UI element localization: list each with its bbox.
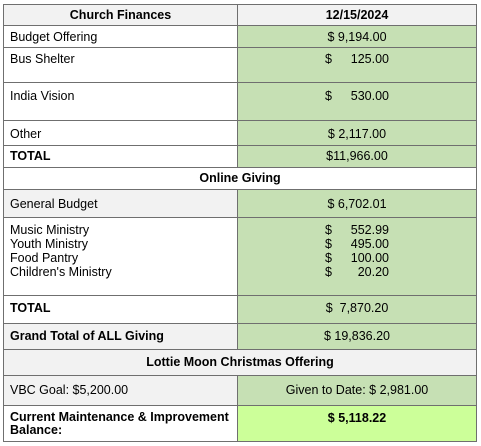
table-row: TOTAL $ 7,870.20 <box>3 296 477 324</box>
table-row: Bus Shelter $125.00 <box>3 48 477 83</box>
header-row: Church Finances 12/15/2024 <box>3 4 477 26</box>
ministry-label: Food Pantry <box>10 251 79 265</box>
row-label: Other <box>3 121 238 146</box>
date-cell: 12/15/2024 <box>238 4 477 26</box>
amount: 125.00 <box>350 52 389 66</box>
dollar-sign: $ <box>325 52 332 66</box>
grand-total-row: Grand Total of ALL Giving $ 19,836.20 <box>3 324 477 350</box>
table-row: India Vision $530.00 <box>3 83 477 121</box>
table-row: VBC Goal: $5,200.00 Given to Date: $ 2,9… <box>3 376 477 406</box>
table-row: Music Ministry Youth Ministry Food Pantr… <box>3 218 477 296</box>
ministry-label: Children's Ministry <box>10 265 112 279</box>
amount: 495.00 <box>350 237 389 251</box>
total-label: TOTAL <box>3 296 238 324</box>
goal-text: VBC Goal: $5,200.00 <box>3 376 238 406</box>
total-value: $ 7,870.20 <box>238 296 477 324</box>
ministry-label: Music Ministry <box>10 223 90 237</box>
title-cell: Church Finances <box>3 4 238 26</box>
dollar-sign: $ <box>325 223 332 237</box>
total-label: TOTAL <box>3 146 238 168</box>
balance-value: $ 5,118.22 <box>238 406 477 442</box>
dollar-sign: $ <box>325 237 332 251</box>
balance-label: Current Maintenance & Improvement Balanc… <box>3 406 238 442</box>
row-label: Budget Offering <box>3 26 238 48</box>
grand-total-label: Grand Total of ALL Giving <box>3 324 238 350</box>
row-value: $ 2,117.00 <box>238 121 477 146</box>
table-row: Other $ 2,117.00 <box>3 121 477 146</box>
section-header-row: Online Giving <box>3 168 477 190</box>
grand-total-value: $ 19,836.20 <box>238 324 477 350</box>
lottie-moon-title: Lottie Moon Christmas Offering <box>3 350 477 376</box>
table-row: TOTAL $11,966.00 <box>3 146 477 168</box>
row-label: General Budget <box>3 190 238 218</box>
table-row: Budget Offering $ 9,194.00 <box>3 26 477 48</box>
ministry-label: Youth Ministry <box>10 237 89 251</box>
row-label: Bus Shelter <box>3 48 238 83</box>
row-label: India Vision <box>3 83 238 121</box>
row-value: $125.00 <box>238 48 477 83</box>
total-value: $11,966.00 <box>238 146 477 168</box>
finance-table: Church Finances 12/15/2024 Budget Offeri… <box>3 4 477 442</box>
amount: 530.00 <box>350 89 389 103</box>
amount: 552.99 <box>350 223 389 237</box>
row-value: $ 6,702.01 <box>238 190 477 218</box>
dollar-sign: $ <box>325 89 332 103</box>
amount: 20.20 <box>357 265 389 279</box>
given-text: Given to Date: $ 2,981.00 <box>238 376 477 406</box>
online-giving-title: Online Giving <box>3 168 477 190</box>
row-value: $ 9,194.00 <box>238 26 477 48</box>
amount: 100.00 <box>350 251 389 265</box>
ministry-labels: Music Ministry Youth Ministry Food Pantr… <box>3 218 238 296</box>
balance-row: Current Maintenance & Improvement Balanc… <box>3 406 477 442</box>
ministry-values: $552.99 $495.00 $100.00 $20.20 <box>238 218 477 296</box>
row-value: $530.00 <box>238 83 477 121</box>
dollar-sign: $ <box>325 265 332 279</box>
section-header-row: Lottie Moon Christmas Offering <box>3 350 477 376</box>
dollar-sign: $ <box>325 251 332 265</box>
table-row: General Budget $ 6,702.01 <box>3 190 477 218</box>
